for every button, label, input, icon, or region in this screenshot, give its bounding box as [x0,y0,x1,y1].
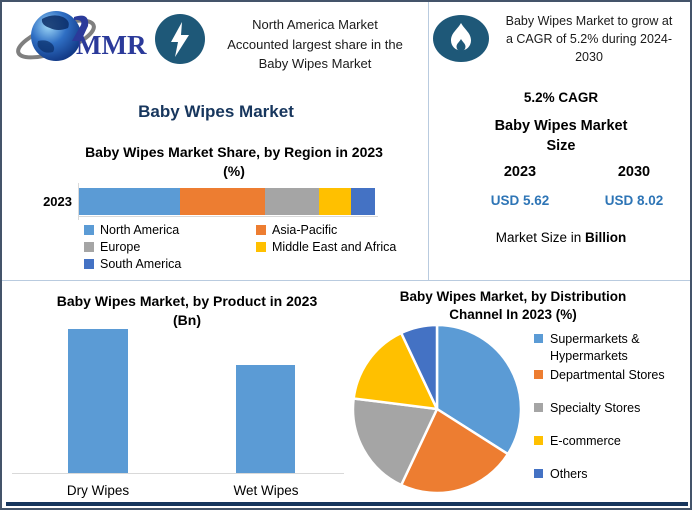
legend-swatch-europe [84,242,94,252]
product-chart-plot [2,282,348,474]
right-callout-line1: Baby Wipes Market to grow at [505,14,673,28]
pie-legend-swatch-specialty-stores [534,403,543,412]
market-size-2030-value: USD 8.02 [604,193,664,208]
category-dry-wipes: Dry Wipes [66,483,130,498]
globe-icon [16,11,96,61]
region-segment-middle-east-and-africa [318,188,352,215]
mmr-logo: MMR [16,11,147,61]
legend-swatch-middle-east-africa [256,242,266,252]
pie-legend-label-departmental-stores: Departmental Stores [550,368,665,382]
market-size-note: Market Size in Billion [428,230,690,245]
logo-wordmark: MMR [76,30,147,60]
cagr-text: 5.2% CAGR [523,90,599,105]
left-callout-line3: Baby Wipes Market [258,56,372,71]
legend-label-asia-pacific: Asia-Pacific [272,223,338,237]
legend-swatch-north-america [84,225,94,235]
region-segment-asia-pacific [179,188,266,215]
pie-legend-swatch-ecommerce [534,436,543,445]
product-chart-baseline [12,473,344,474]
right-callout-line2: a CAGR of 5.2% during 2024- [505,32,673,47]
flame-icon [433,15,489,62]
pie-chart-title: Baby Wipes Market, by Distribution Chann… [354,288,672,324]
left-callout: North America Market Accounted largest s… [204,15,426,74]
product-chart-title-line1: Baby Wipes Market, by Product in 2023 [56,293,318,309]
region-stacked-bar [79,188,376,215]
legend-item-north-america: North America [84,223,256,237]
pie-legend-label-others: Others [550,467,588,481]
region-segment-europe [265,188,319,215]
vertical-divider [428,2,429,280]
product-chart-title-line2: (Bn) [173,311,201,328]
flame-badge [433,15,489,62]
legend-label-middle-east-africa: Middle East and Africa [272,240,397,254]
legend-label-europe: Europe [100,240,141,254]
distribution-pie [351,323,523,495]
pie-slice-specialty-stores [351,397,439,487]
pie-slice-others [399,323,439,411]
market-size-note-prefix: Market Size in [495,230,586,245]
market-size-title: Baby Wipes Market Size [486,116,636,157]
region-segment-south-america [351,188,376,215]
right-callout-line3: 2030 [575,50,603,65]
pie-legend-swatch-others [534,469,543,478]
pie-legend-swatch-departmental-stores [534,370,543,379]
bar-dry-wipes [68,329,128,474]
legend-item-asia-pacific: Asia-Pacific [256,223,400,237]
legend-label-north-america: North America [100,223,180,237]
pie-legend-item-specialty-stores: Specialty Stores [534,400,690,417]
legend-item-europe: Europe [84,240,256,254]
market-size-title-line2: Size [546,138,576,155]
region-chart-title-line2: (%) [223,162,245,179]
region-chart-title-line1: Baby Wipes Market Share, by Region in 20… [85,144,383,160]
lightning-icon [155,14,205,64]
bar-wet-wipes [236,365,295,474]
pie-legend-item-others: Others [534,466,690,483]
year-2030-label: 2030 [617,164,651,180]
pie-chart-title-line2: Channel In 2023 (%) [449,307,577,323]
product-chart-title: Baby Wipes Market, by Product in 2023 (B… [30,292,344,330]
category-wet-wipes: Wet Wipes [233,483,299,498]
market-size-note-unit: Billion [585,230,627,245]
year-2023-label: 2023 [503,164,537,180]
pie-legend-item-supermarkets: Supermarkets & Hypermarkets [534,331,690,364]
legend-item-middle-east-africa: Middle East and Africa [256,240,400,254]
region-baseline [78,216,378,217]
region-chart-title: Baby Wipes Market Share, by Region in 20… [42,143,426,181]
legend-item-south-america: South America [84,257,256,271]
pie-legend-label-specialty-stores: Specialty Stores [550,401,641,415]
market-size-2023-value: USD 5.62 [490,193,550,208]
pie-legend-item-ecommerce: E-commerce [534,433,690,450]
bottom-accent-bar [6,502,688,506]
region-segment-north-america [79,188,180,215]
pie-legend-label-supermarkets: Supermarkets & Hypermarkets [550,332,640,363]
pie-legend-swatch-supermarkets [534,334,543,343]
legend-label-south-america: South America [100,257,182,271]
region-legend: North America Asia-Pacific Europe Middle… [84,223,400,271]
lightning-badge [155,14,205,64]
pie-legend-label-ecommerce: E-commerce [550,434,621,448]
pie-chart-title-line1: Baby Wipes Market, by Distribution [399,289,627,304]
legend-swatch-asia-pacific [256,225,266,235]
market-size-title-line1: Baby Wipes Market [494,118,628,134]
left-callout-line1: North America Market [252,17,378,32]
right-callout: Baby Wipes Market to grow at a CAGR of 5… [491,12,687,66]
page-title: Baby Wipes Market [138,102,294,121]
horizontal-divider [2,280,690,281]
left-callout-line2: Accounted largest share in the [227,36,403,52]
legend-swatch-south-america [84,259,94,269]
region-axis-line [78,183,79,220]
pie-slice-e-commerce [352,331,439,411]
region-category-label: 2023 [43,194,72,209]
pie-legend-item-departmental-stores: Departmental Stores [534,367,690,384]
